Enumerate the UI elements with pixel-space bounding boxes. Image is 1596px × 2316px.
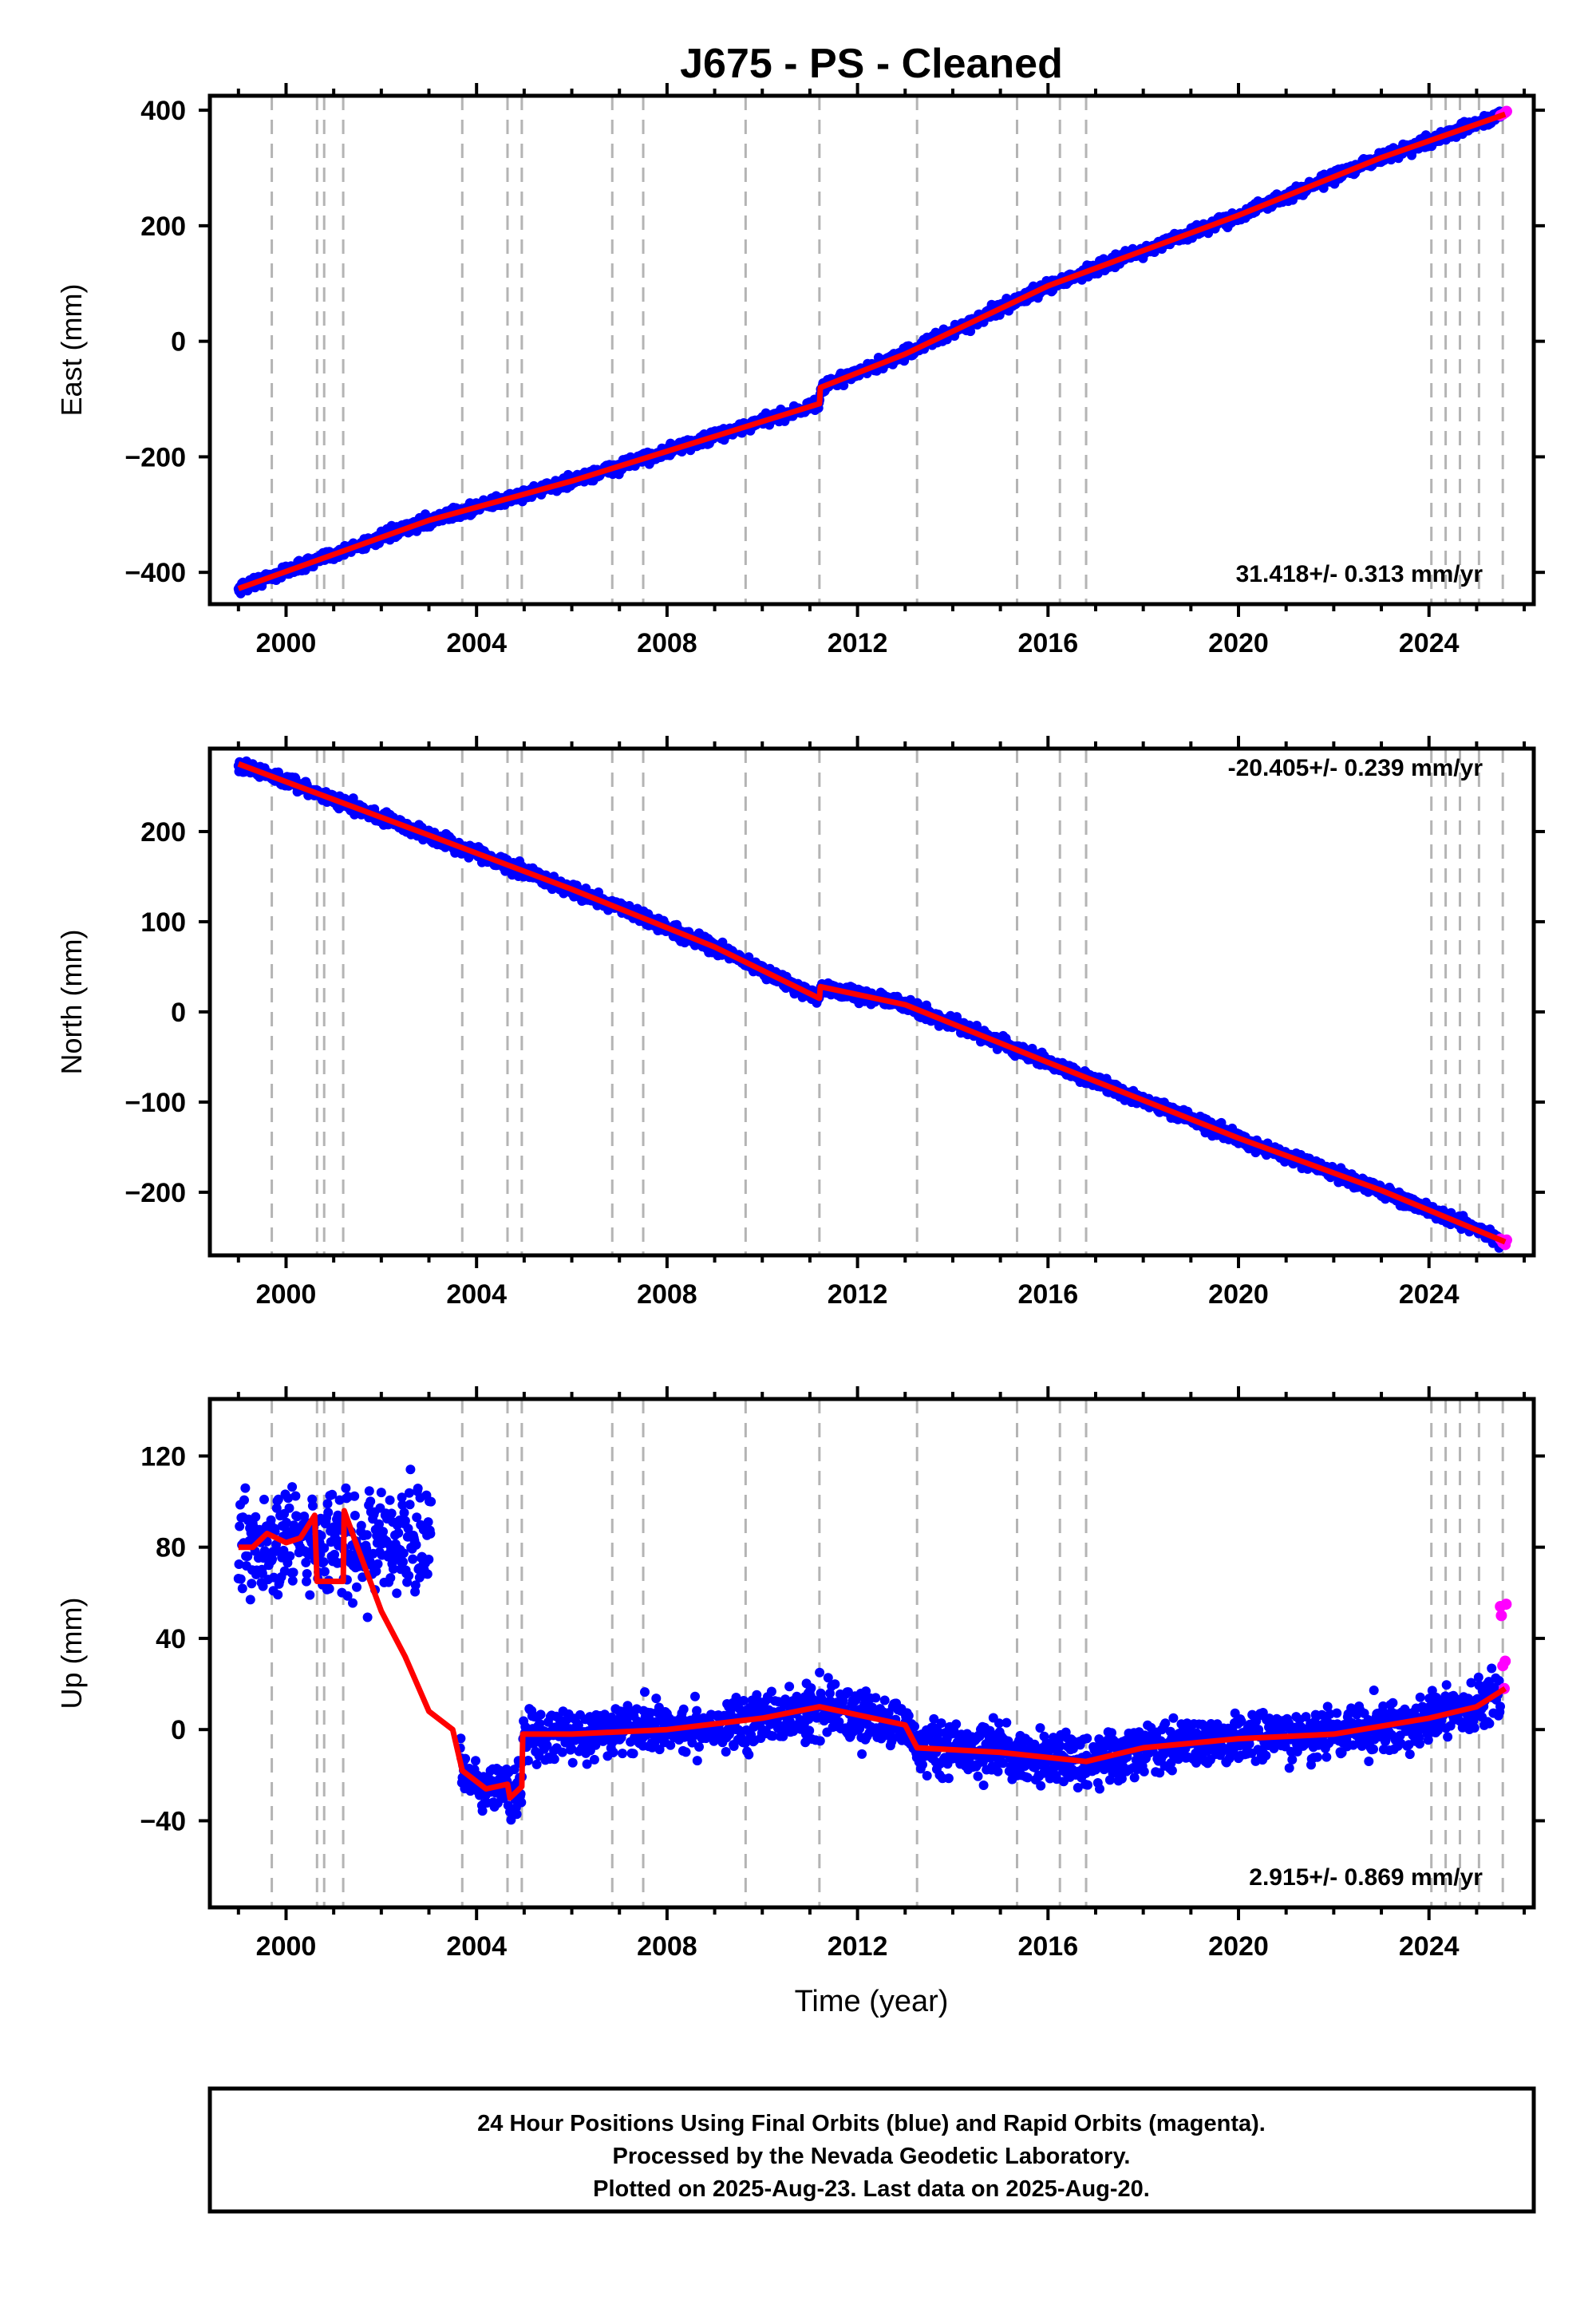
data-point: [307, 1500, 318, 1511]
data-point: [364, 1486, 374, 1496]
x-tick-label: 2024: [1399, 628, 1460, 658]
data-point: [324, 1583, 334, 1594]
data-point: [290, 1491, 301, 1501]
data-point: [392, 1588, 402, 1599]
data-point: [247, 1579, 257, 1589]
data-point: [287, 1575, 298, 1586]
data-point: [288, 1567, 298, 1578]
y-axis-label: North (mm): [55, 930, 88, 1075]
data-point: [385, 1573, 396, 1583]
data-point: [305, 1590, 315, 1600]
velocity-rate-label: -20.405+/- 0.239 mm/yr: [1228, 755, 1483, 781]
y-tick-label: 200: [140, 817, 186, 848]
y-tick-label: 0: [171, 327, 186, 358]
data-point: [322, 1499, 333, 1509]
x-tick-label: 2008: [637, 1279, 697, 1310]
data-point: [319, 1567, 330, 1577]
y-tick-label: −400: [124, 558, 186, 588]
data-point: [373, 1559, 383, 1569]
y-tick-label: −100: [124, 1088, 186, 1118]
y-tick-label: 400: [140, 96, 186, 126]
data-point: [348, 1598, 358, 1608]
x-tick-label: 2024: [1399, 1279, 1460, 1310]
data-point: [512, 1809, 522, 1820]
data-point: [235, 1574, 246, 1584]
data-point: [413, 1484, 423, 1493]
final-orbit-points: [233, 1464, 1505, 1825]
data-point: [237, 1583, 247, 1594]
east-panel: −400 −200 0 200 400 2000 2004 2008 2012 2016 2020 2…: [55, 83, 1545, 658]
x-tick-label: 2016: [1017, 1279, 1078, 1310]
data-point: [405, 1500, 415, 1510]
data-point: [531, 1759, 542, 1769]
data-point: [471, 1756, 480, 1766]
data-point: [350, 1511, 360, 1520]
y-tick-label: 100: [140, 907, 186, 938]
data-point: [426, 1496, 437, 1507]
x-tick-label: 2000: [256, 1279, 317, 1310]
x-tick-label: 2004: [446, 628, 507, 658]
chart-title: J675 - PS - Cleaned: [680, 41, 1063, 87]
data-point: [423, 1517, 433, 1528]
data-point: [386, 1508, 397, 1519]
x-tick-label: 2012: [828, 628, 888, 658]
data-point: [302, 1569, 312, 1579]
data-point: [422, 1569, 433, 1579]
y-tick-label: 0: [171, 998, 186, 1028]
x-tick-label: 2012: [828, 1279, 888, 1310]
data-point: [259, 1494, 269, 1504]
data-point: [245, 1595, 255, 1605]
data-point: [404, 1571, 414, 1581]
data-point: [266, 1515, 276, 1525]
data-point: [398, 1557, 408, 1567]
data-point: [235, 1521, 245, 1531]
data-point: [425, 1528, 436, 1539]
data-point: [341, 1483, 351, 1493]
x-tick-label: 2004: [446, 1279, 507, 1310]
x-tick-label: 2000: [256, 628, 317, 658]
data-point: [516, 1797, 527, 1808]
data-point: [350, 1491, 360, 1501]
data-point: [284, 1503, 294, 1513]
data-point: [376, 1488, 386, 1498]
data-point: [399, 1508, 409, 1518]
y-tick-label: 200: [140, 211, 186, 242]
x-tick-label: 2020: [1208, 628, 1269, 658]
data-point: [251, 1512, 261, 1522]
data-point: [323, 1508, 334, 1518]
data-point: [393, 1528, 404, 1538]
y-axis-label: East (mm): [55, 284, 88, 417]
data-point: [287, 1482, 298, 1492]
data-point: [404, 1488, 414, 1498]
data-point: [356, 1520, 366, 1531]
data-point: [285, 1551, 295, 1561]
x-tick-label: 2008: [637, 628, 697, 658]
data-point: [318, 1557, 329, 1567]
data-point: [362, 1612, 373, 1622]
data-point: [361, 1530, 372, 1540]
data-point: [411, 1539, 421, 1550]
north-panel: −200 −100 0 100 200 2000 2004 2008 2012 2016 2020 2…: [55, 736, 1545, 1310]
data-point: [239, 1495, 249, 1505]
y-tick-label: −200: [124, 1178, 186, 1208]
data-point: [408, 1554, 418, 1564]
data-point: [424, 1555, 434, 1564]
data-point: [240, 1483, 251, 1493]
x-tick-label: 2016: [1017, 628, 1078, 658]
data-point: [405, 1464, 416, 1475]
x-tick-label: 2020: [1208, 1279, 1269, 1310]
data-point: [273, 1590, 283, 1600]
y-tick-label: −200: [124, 442, 186, 472]
data-point: [385, 1495, 395, 1505]
velocity-rate-label: 31.418+/- 0.313 mm/yr: [1236, 561, 1483, 587]
data-point: [352, 1582, 361, 1592]
data-point: [365, 1496, 376, 1507]
